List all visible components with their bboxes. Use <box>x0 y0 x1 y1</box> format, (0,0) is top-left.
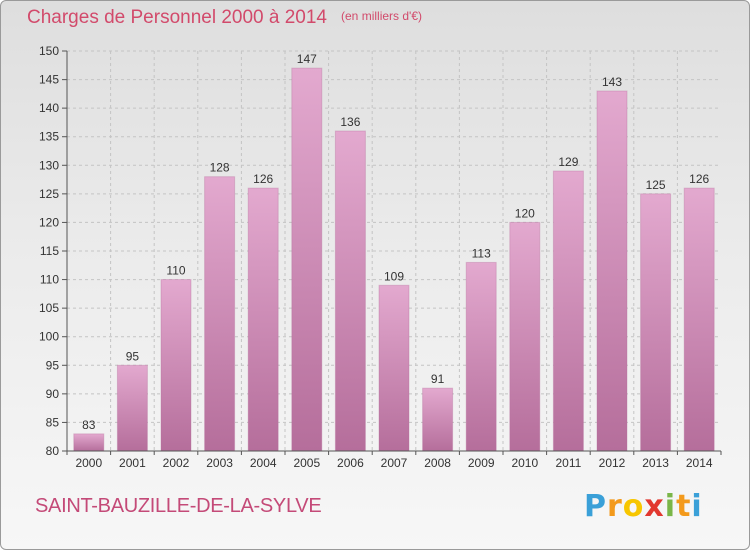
x-tick-label: 2007 <box>381 456 408 470</box>
chart-title: Charges de Personnel 2000 à 2014 (en mill… <box>27 7 422 29</box>
y-tick-label: 125 <box>39 187 59 201</box>
bar-2004 <box>248 188 279 451</box>
value-label: 126 <box>689 172 709 186</box>
bar-2007 <box>379 285 409 451</box>
bar-2002 <box>161 279 191 451</box>
value-label: 143 <box>602 75 622 89</box>
bar-2009 <box>466 262 497 451</box>
x-tick-label: 2006 <box>337 456 364 470</box>
x-tick-label: 2011 <box>555 456 581 470</box>
y-tick-label: 110 <box>40 273 59 287</box>
logo-letter: i <box>691 489 703 524</box>
logo-letter: t <box>676 489 692 524</box>
proxiti-logo: Proxiti <box>584 489 703 524</box>
x-tick-label: 2013 <box>642 456 669 470</box>
value-label: 113 <box>472 246 491 260</box>
logo-letter: i <box>664 489 677 524</box>
x-tick-label: 2005 <box>293 456 320 470</box>
x-tick-label: 2003 <box>206 456 233 470</box>
commune-name: SAINT-BAUZILLE-DE-LA-SYLVE <box>35 495 322 517</box>
y-tick-label: 135 <box>39 130 59 144</box>
y-tick-label: 100 <box>39 330 59 344</box>
x-tick-label: 2008 <box>424 456 451 470</box>
y-tick-label: 140 <box>39 101 59 115</box>
x-tick-label: 2000 <box>75 456 102 470</box>
bar-2005 <box>291 68 322 452</box>
value-label: 136 <box>340 115 360 129</box>
x-tick-label: 2009 <box>468 456 495 470</box>
bar-2012 <box>597 91 627 451</box>
bar-2008 <box>422 388 453 451</box>
y-tick-label: 115 <box>40 244 59 258</box>
x-tick-label: 2014 <box>686 456 713 470</box>
value-label: 125 <box>646 178 666 192</box>
logo-letter: x <box>644 489 665 524</box>
value-label: 95 <box>126 349 140 363</box>
y-tick-label: 95 <box>46 358 60 372</box>
y-tick-label: 80 <box>46 444 60 458</box>
y-tick-label: 150 <box>39 44 59 58</box>
y-tick-label: 130 <box>39 158 59 172</box>
value-label: 128 <box>210 161 230 175</box>
y-tick-label: 105 <box>39 301 59 315</box>
axes: 80 85 90 95 100 105 110 115 120 125 130 135 140 145 15… <box>39 44 722 470</box>
y-tick-label: 85 <box>46 415 60 429</box>
y-tick-label: 90 <box>46 387 60 401</box>
x-tick-label: 2012 <box>599 456 626 470</box>
value-label: 120 <box>515 206 535 220</box>
value-label: 129 <box>558 155 578 169</box>
value-label: 110 <box>166 264 185 278</box>
bar-2010 <box>509 222 540 451</box>
x-tick-label: 2010 <box>511 456 538 470</box>
bars <box>73 67 715 452</box>
value-label: 109 <box>384 269 404 283</box>
x-tick-label: 2001 <box>119 456 146 470</box>
logo-letter: o <box>622 489 645 524</box>
y-tick-label: 120 <box>39 215 59 229</box>
bar-2006 <box>335 131 366 451</box>
y-tick-label: 145 <box>39 73 59 87</box>
value-label: 147 <box>297 52 317 66</box>
bar-2003 <box>204 176 235 451</box>
value-label: 91 <box>431 372 445 386</box>
value-label: 126 <box>253 172 273 186</box>
bar-2014 <box>684 188 715 451</box>
x-tick-label: 2002 <box>163 456 190 470</box>
bar-2011 <box>553 171 584 451</box>
title-text: Charges de Personnel 2000 à 2014 <box>27 7 328 28</box>
bar-2013 <box>640 193 671 451</box>
logo-letter: r <box>607 489 623 524</box>
logo-letter: P <box>584 489 607 524</box>
bar-2000 <box>73 433 104 451</box>
chart-subtitle: (en milliers d'€) <box>341 9 422 23</box>
x-tick-label: 2004 <box>250 456 277 470</box>
value-label: 83 <box>82 418 96 432</box>
value-labels: 83 95 110 128 126 147 136 109 91 113 120 129 143 125 1… <box>82 52 709 432</box>
bar-2001 <box>117 365 148 451</box>
